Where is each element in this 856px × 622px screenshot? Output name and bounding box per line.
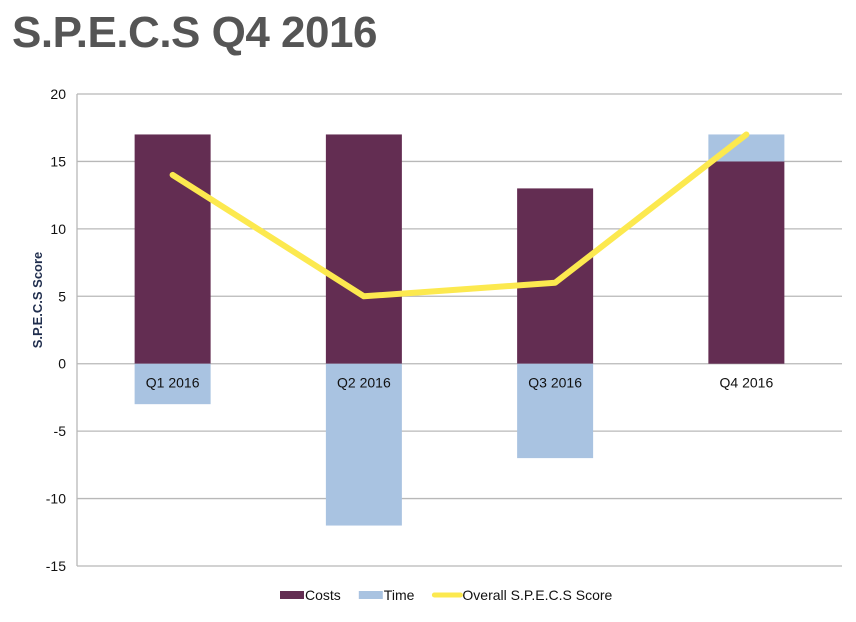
legend-label: Costs [305, 587, 341, 603]
chart-title: S.P.E.C.S Q4 2016 [12, 8, 377, 57]
bar-costs [708, 161, 785, 364]
y-tick-label: 10 [50, 221, 66, 237]
y-tick-label: 20 [50, 86, 66, 102]
legend-swatch [358, 591, 383, 599]
y-tick-label: -5 [54, 423, 67, 439]
y-tick-label: 15 [50, 153, 66, 169]
bar-time [517, 363, 594, 459]
bar-time [325, 363, 402, 526]
y-tick-label: 0 [58, 356, 66, 372]
bar-time [134, 363, 211, 405]
x-tick-label: Q3 2016 [528, 375, 582, 391]
y-tick-label: 5 [58, 288, 66, 304]
bar-costs [325, 134, 402, 364]
x-tick-label: Q2 2016 [337, 375, 391, 391]
y-tick-label: -10 [46, 491, 66, 507]
x-tick-label: Q1 2016 [146, 375, 200, 391]
line-overall-score [169, 131, 750, 300]
bar-costs [134, 134, 211, 364]
x-tick-label: Q4 2016 [720, 375, 774, 391]
legend-label: Overall S.P.E.C.S Score [462, 587, 612, 603]
bar-costs [517, 188, 594, 364]
y-tick-label: -15 [46, 558, 66, 574]
legend-label: Time [384, 587, 415, 603]
y-axis-label: S.P.E.C.S Score [30, 252, 45, 349]
legend-swatch [280, 591, 304, 599]
